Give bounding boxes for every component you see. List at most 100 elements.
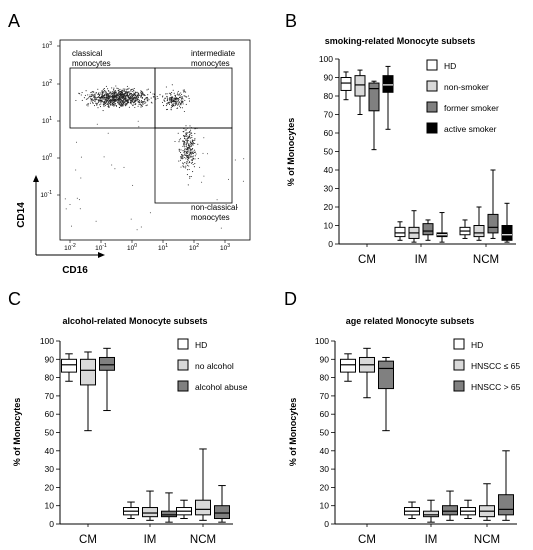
box-cm-1 bbox=[359, 347, 375, 399]
legend-label: HD bbox=[471, 340, 483, 350]
flow-plot-frame bbox=[59, 39, 251, 241]
box-body bbox=[394, 226, 406, 238]
legend-label: no alcohol bbox=[195, 361, 234, 371]
y-tick-label: 90 bbox=[45, 354, 55, 364]
box-body bbox=[423, 510, 439, 518]
gate-label-non-classical: non-classical monocytes bbox=[191, 203, 237, 222]
y-tick-label: 0 bbox=[324, 519, 329, 529]
y-tick-label: 10 bbox=[45, 501, 55, 511]
flow-y-tick-label: 101 bbox=[42, 116, 52, 125]
y-tick-label: 30 bbox=[324, 184, 334, 194]
legend-label: HD bbox=[444, 61, 456, 71]
flow-y-tick-label: 100 bbox=[42, 153, 52, 162]
chart-title: age related Monocyte subsets bbox=[346, 316, 475, 326]
box-cm-2 bbox=[378, 356, 394, 432]
box-ncm-0 bbox=[460, 499, 476, 520]
flow-x-tick-label: 10-2 bbox=[64, 243, 76, 252]
legend-swatch bbox=[177, 338, 189, 350]
box-ncm-0 bbox=[176, 499, 192, 520]
flow-x-tick-label: 103 bbox=[220, 243, 230, 252]
legend-label: alcohol abuse bbox=[195, 382, 248, 392]
box-body bbox=[487, 213, 499, 234]
box-cm-2 bbox=[368, 80, 380, 151]
y-tick-label: 100 bbox=[40, 336, 54, 346]
legend-swatch bbox=[426, 59, 438, 71]
panel-label: B bbox=[285, 11, 297, 31]
box-ncm-2 bbox=[214, 485, 230, 523]
box-body bbox=[161, 510, 177, 518]
y-axis-label: % of Monocytes bbox=[12, 398, 22, 467]
legend-label: former smoker bbox=[444, 103, 499, 113]
flow-x-tick-label: 101 bbox=[158, 243, 168, 252]
box-ncm-1 bbox=[195, 448, 211, 521]
box-body bbox=[368, 82, 380, 112]
x-category-label: CM bbox=[79, 534, 97, 546]
flow-x-ticks: 10-2 10-1 100 101 102 103 bbox=[64, 240, 230, 252]
y-tick-label: 70 bbox=[320, 391, 330, 401]
flow-y-tick-label: 10-1 bbox=[40, 190, 52, 199]
box-im-1 bbox=[423, 499, 439, 523]
x-category-label: NCM bbox=[474, 534, 500, 546]
y-tick-label: 30 bbox=[320, 464, 330, 474]
y-tick-label: 60 bbox=[45, 409, 55, 419]
legend-swatch bbox=[426, 101, 438, 113]
y-tick-label: 30 bbox=[45, 464, 55, 474]
y-tick-label: 100 bbox=[315, 336, 329, 346]
y-tick-label: 50 bbox=[320, 428, 330, 438]
box-cm-3 bbox=[382, 65, 394, 130]
y-tick-label: 40 bbox=[320, 446, 330, 456]
box-im-2 bbox=[422, 219, 434, 241]
panel-label-a: A bbox=[8, 11, 20, 31]
y-tick-label: 90 bbox=[324, 73, 334, 83]
y-tick-label: 70 bbox=[324, 110, 334, 120]
y-tick-label: 0 bbox=[328, 239, 333, 249]
legend-label: HNSCC ≤ 65 bbox=[471, 361, 520, 371]
flow-x-tick-label: 100 bbox=[127, 243, 137, 252]
legend-label: active smoker bbox=[444, 124, 497, 134]
flow-x-tick-label: 102 bbox=[189, 243, 199, 252]
box-im-0 bbox=[123, 501, 139, 520]
box-ncm-0 bbox=[459, 219, 471, 239]
flow-x-tick-label: 10-1 bbox=[95, 243, 107, 252]
flow-cytometry-dots bbox=[64, 84, 245, 231]
y-tick-label: 80 bbox=[45, 373, 55, 383]
box-body bbox=[378, 360, 394, 390]
cd16-arrow-head bbox=[98, 252, 105, 258]
box-body bbox=[195, 499, 211, 516]
y-axis-label: % of Monocytes bbox=[288, 398, 298, 467]
flow-y-tick-label: 103 bbox=[42, 41, 52, 50]
y-tick-label: 80 bbox=[320, 373, 330, 383]
x-category-label: CM bbox=[358, 254, 376, 266]
box-cm-0 bbox=[61, 353, 77, 382]
legend-swatch bbox=[426, 80, 438, 92]
box-body bbox=[214, 505, 230, 520]
box-ncm-1 bbox=[473, 206, 485, 241]
box-ncm-2 bbox=[487, 169, 499, 239]
y-tick-label: 40 bbox=[45, 446, 55, 456]
box-body bbox=[422, 223, 434, 236]
box-body bbox=[498, 494, 514, 516]
legend-label: non-smoker bbox=[444, 82, 489, 92]
box-body bbox=[354, 75, 366, 97]
legend-swatch bbox=[453, 359, 465, 371]
box-body bbox=[442, 505, 458, 516]
box-body bbox=[382, 75, 394, 93]
y-tick-label: 40 bbox=[324, 165, 334, 175]
y-tick-label: 60 bbox=[324, 128, 334, 138]
gate-label-classical: classical monocytes bbox=[72, 49, 111, 68]
box-ncm-1 bbox=[479, 483, 495, 521]
panel-a: A classical monocytes intermediate monocyt… bbox=[8, 11, 251, 276]
legend-swatch bbox=[177, 380, 189, 392]
x-category-label: IM bbox=[415, 254, 428, 266]
y-tick-label: 20 bbox=[45, 482, 55, 492]
legend-swatch bbox=[177, 359, 189, 371]
y-axis-label: % of Monocytes bbox=[286, 118, 296, 187]
y-tick-label: 100 bbox=[319, 54, 333, 64]
y-tick-label: 10 bbox=[320, 501, 330, 511]
x-category-label: NCM bbox=[190, 534, 216, 546]
box-body bbox=[61, 358, 77, 373]
box-body bbox=[340, 358, 356, 373]
x-category-label: NCM bbox=[473, 254, 499, 266]
